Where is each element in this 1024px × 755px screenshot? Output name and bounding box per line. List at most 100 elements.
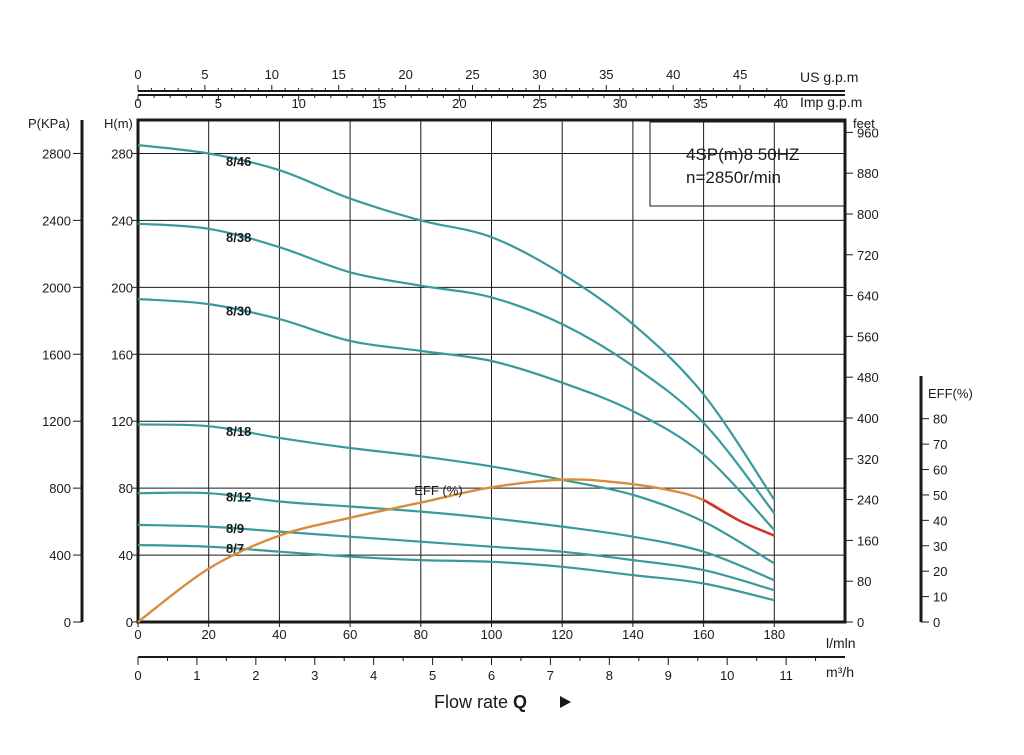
m3h-tick-label: 0 — [134, 668, 141, 683]
imp-gpm-label: Imp g.p.m — [800, 94, 862, 110]
x-tick-label: 20 — [201, 627, 215, 642]
m3h-tick-label: 11 — [779, 668, 793, 683]
p-axis-label: P(KPa) — [28, 116, 70, 131]
efficiency-curve-high-section — [703, 498, 775, 537]
feet-tick-label: 240 — [857, 493, 879, 508]
h-tick-label: 200 — [111, 280, 133, 295]
feet-tick-label: 160 — [857, 533, 879, 548]
us-gpm-tick-label: 10 — [265, 67, 279, 82]
us-gpm-tick-label: 30 — [532, 67, 546, 82]
us-gpm-label: US g.p.m — [800, 69, 858, 85]
us-gpm-tick-label: 15 — [331, 67, 345, 82]
h-tick-label: 80 — [119, 481, 133, 496]
m3h-tick-label: 6 — [488, 668, 495, 683]
x-tick-label: 80 — [414, 627, 428, 642]
m3h-tick-label: 5 — [429, 668, 436, 683]
us-gpm-tick-label: 25 — [465, 67, 479, 82]
p-tick-label: 400 — [49, 548, 71, 563]
imp-gpm-tick-label: 25 — [533, 96, 547, 111]
h-axis-label: H(m) — [104, 116, 133, 131]
flow-rate-title: Flow rate Q — [434, 692, 527, 712]
head-curve-8-30 — [137, 297, 776, 531]
m3h-tick-label: 9 — [665, 668, 672, 683]
head-curve-8-12 — [137, 491, 775, 582]
flow-rate-text: Flow rate — [434, 692, 508, 712]
imp-gpm-tick-label: 15 — [372, 96, 386, 111]
imp-gpm-tick-label: 30 — [613, 96, 627, 111]
m3h-tick-label: 4 — [370, 668, 377, 683]
eff-tick-label: 50 — [933, 488, 947, 503]
head-curve-8-38 — [137, 222, 776, 514]
x-tick-label: 60 — [343, 627, 357, 642]
efficiency-curve-label: EFF (%) — [414, 483, 462, 498]
eff-tick-label: 70 — [933, 437, 947, 452]
p-tick-label: 0 — [64, 615, 71, 630]
feet-tick-label: 960 — [857, 125, 879, 140]
m3h-axis-label: m³/h — [826, 664, 854, 680]
feet-tick-label: 720 — [857, 248, 879, 263]
h-tick-label: 0 — [126, 615, 133, 630]
h-tick-label: 240 — [111, 213, 133, 228]
x-tick-label: 180 — [763, 627, 785, 642]
x-tick-label: 120 — [551, 627, 573, 642]
x-tick-label: 0 — [134, 627, 141, 642]
eff-tick-label: 10 — [933, 590, 947, 605]
m3h-tick-label: 3 — [311, 668, 318, 683]
us-gpm-tick-label: 35 — [599, 67, 613, 82]
play-arrow-icon — [560, 696, 571, 708]
x-tick-label: 100 — [481, 627, 503, 642]
imp-gpm-tick-label: 20 — [452, 96, 466, 111]
eff-tick-label: 0 — [933, 615, 940, 630]
p-tick-label: 1600 — [42, 347, 71, 362]
info-box: 4SP(m)8 50HZ n=2850r/min — [649, 121, 846, 207]
feet-tick-label: 560 — [857, 329, 879, 344]
x-tick-label: 160 — [693, 627, 715, 642]
h-tick-label: 280 — [111, 146, 133, 161]
feet-tick-label: 80 — [857, 574, 871, 589]
p-tick-label: 800 — [49, 481, 71, 496]
chart-title: 4SP(m)8 50HZ — [686, 145, 799, 164]
imp-gpm-tick-label: 0 — [134, 96, 141, 111]
eff-tick-label: 80 — [933, 412, 947, 427]
p-tick-label: 2400 — [42, 213, 71, 228]
curve-label-8-18: 8/18 — [226, 424, 251, 439]
imp-gpm-tick-label: 40 — [774, 96, 788, 111]
h-tick-label: 160 — [111, 347, 133, 362]
feet-tick-label: 0 — [857, 615, 864, 630]
curve-label-8-12: 8/12 — [226, 489, 251, 504]
p-tick-label: 2000 — [42, 280, 71, 295]
imp-gpm-tick-label: 35 — [693, 96, 707, 111]
curve-label-8-9: 8/9 — [226, 521, 244, 536]
feet-tick-label: 800 — [857, 207, 879, 222]
eff-tick-label: 20 — [933, 564, 947, 579]
x-tick-label: 140 — [622, 627, 644, 642]
head-curve-8-18 — [137, 423, 775, 565]
eff-tick-label: 40 — [933, 513, 947, 528]
feet-tick-label: 320 — [857, 452, 879, 467]
us-gpm-tick-label: 40 — [666, 67, 680, 82]
us-gpm-tick-label: 0 — [134, 67, 141, 82]
feet-tick-label: 480 — [857, 370, 879, 385]
feet-tick-label: 880 — [857, 166, 879, 181]
us-gpm-tick-label: 20 — [398, 67, 412, 82]
chart-subtitle: n=2850r/min — [686, 168, 781, 187]
lmin-axis-label: l/mln — [826, 635, 856, 651]
flow-rate-q: Q — [513, 692, 527, 712]
h-tick-label: 120 — [111, 414, 133, 429]
m3h-tick-label: 7 — [547, 668, 554, 683]
us-gpm-tick-label: 45 — [733, 67, 747, 82]
curve-label-8-38: 8/38 — [226, 230, 251, 245]
curve-label-8-46: 8/46 — [226, 154, 251, 169]
m3h-tick-label: 10 — [720, 668, 734, 683]
eff-tick-label: 60 — [933, 463, 947, 478]
m3h-tick-label: 2 — [252, 668, 259, 683]
feet-tick-label: 640 — [857, 289, 879, 304]
eff-axis-label: EFF(%) — [928, 386, 973, 401]
m3h-tick-label: 8 — [606, 668, 613, 683]
imp-gpm-tick-label: 10 — [291, 96, 305, 111]
head-curve-8-46 — [137, 144, 776, 501]
p-tick-label: 1200 — [42, 414, 71, 429]
head-curve-8-9 — [137, 523, 775, 592]
curve-label-8-30: 8/30 — [226, 304, 251, 319]
